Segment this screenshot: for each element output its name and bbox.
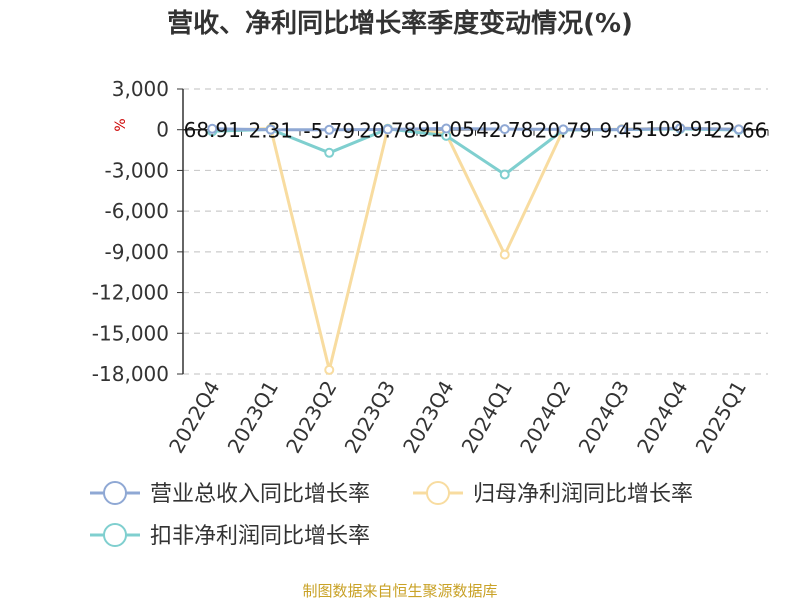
- chart-title: 营收、净利同比增长率季度变动情况(%): [167, 8, 633, 39]
- data-label: -5.79: [303, 119, 355, 143]
- series-layer: [207, 123, 744, 375]
- y-tick-label: -9,000: [105, 240, 169, 264]
- x-tick-label: 2024Q2: [515, 377, 575, 458]
- legend-label: 扣非净利润同比增长率: [150, 524, 370, 549]
- legend-label: 营业总收入同比增长率: [150, 482, 370, 507]
- data-label: 68.91: [184, 118, 241, 142]
- x-tick-label: 2023Q4: [398, 377, 458, 458]
- data-point-0: [324, 124, 335, 135]
- legend-marker: [103, 481, 127, 505]
- legend-item-1[interactable]: 归母净利润同比增长率: [413, 481, 693, 507]
- data-point-0: [382, 124, 393, 135]
- data-label: 9.45: [599, 119, 644, 143]
- data-label-layer: 68.91 2.31 -5.79 20.78 91.05 42.78 20.79 9.45 10…: [184, 117, 768, 143]
- data-label: 22.66: [710, 118, 767, 142]
- data-point-0: [616, 124, 627, 135]
- grid-layer: [183, 88, 768, 375]
- data-point-2: [499, 169, 510, 180]
- data-point-1: [499, 249, 510, 260]
- data-point-0: [675, 123, 686, 134]
- x-tick-label: 2023Q3: [340, 377, 400, 458]
- y-tick-label: -6,000: [105, 199, 169, 223]
- x-tick-label: 2024Q1: [457, 377, 517, 458]
- data-label: 109.91: [645, 117, 715, 141]
- y-tick-label: -12,000: [92, 281, 169, 305]
- legend-item-0[interactable]: 营业总收入同比增长率: [90, 481, 370, 507]
- x-tick-label: 2022Q4: [164, 377, 224, 458]
- data-point-0: [441, 123, 452, 134]
- x-tick-label: 2023Q2: [281, 377, 341, 458]
- data-label: 2.31: [248, 119, 293, 143]
- x-tick-label: 2023Q1: [223, 377, 283, 458]
- data-point-0: [499, 124, 510, 135]
- y-unit-label: %: [113, 118, 129, 131]
- y-tick-label: -15,000: [92, 321, 169, 345]
- data-point-0: [733, 124, 744, 135]
- data-label: 42.78: [476, 118, 533, 142]
- y-tick-label: 0: [156, 118, 169, 142]
- data-point-0: [207, 123, 218, 134]
- legend-marker: [426, 481, 450, 505]
- data-label: 91.05: [418, 117, 475, 141]
- source-note: 制图数据来自恒生聚源数据库: [302, 582, 497, 600]
- x-tick-label: 2024Q3: [574, 377, 634, 458]
- series-line-0: [212, 126, 739, 132]
- x-tick-label: 2025Q1: [691, 377, 751, 458]
- legend-label: 归母净利润同比增长率: [473, 482, 693, 507]
- data-label: 20.78: [359, 118, 416, 142]
- data-point-0: [265, 124, 276, 135]
- x-tick-label: 2024Q4: [632, 377, 692, 458]
- data-point-2: [324, 147, 335, 158]
- data-point-0: [558, 124, 569, 135]
- legend-marker: [103, 523, 127, 547]
- legend-item-2[interactable]: 扣非净利润同比增长率: [90, 523, 370, 549]
- y-tick-label: -3,000: [105, 158, 169, 182]
- data-label: 20.79: [535, 118, 592, 142]
- data-point-1: [324, 364, 335, 375]
- y-tick-label: -18,000: [92, 362, 169, 386]
- y-tick-label: 3,000: [112, 77, 169, 101]
